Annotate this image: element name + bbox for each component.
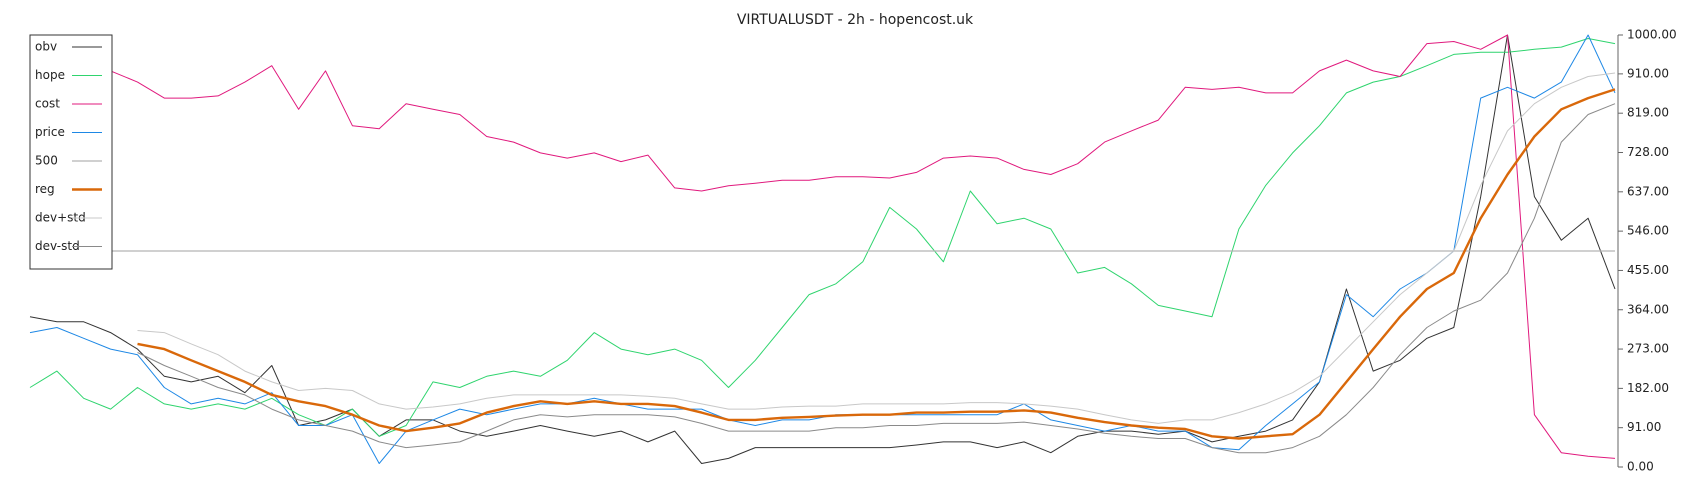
plot: [29, 34, 1616, 464]
y-tick-label: 910.00: [1627, 66, 1669, 80]
y-tick-label: 182.00: [1627, 381, 1669, 395]
series-line: [29, 34, 1616, 464]
legend-label: cost: [35, 97, 60, 111]
legend-box: [29, 34, 113, 270]
y-axis: 0.00 91.00 182.00 273.00 364.00 455.00 546.00 6…: [1617, 28, 1677, 474]
series-line: [137, 72, 1616, 424]
legend-label: 500: [35, 154, 58, 168]
y-tick-label: 364.00: [1627, 302, 1669, 316]
series-line: [29, 38, 1616, 437]
chart-title: VIRTUALUSDT - 2h - hopencost.uk: [737, 12, 974, 28]
y-tick-label: 637.00: [1627, 184, 1669, 198]
y-tick-label: 91.00: [1627, 420, 1661, 434]
y-tick-label: 546.00: [1627, 224, 1669, 238]
legend: obv hope cost price 500 reg dev+std dev-std: [29, 34, 113, 270]
y-tick-label: 273.00: [1627, 342, 1669, 356]
y-tick-label: 1000.00: [1627, 28, 1677, 42]
legend-label: reg: [35, 182, 55, 196]
series-line: [29, 34, 1616, 464]
legend-label: price: [35, 125, 65, 139]
legend-label: obv: [35, 40, 57, 54]
legend-label: dev+std: [35, 211, 86, 225]
legend-label: dev-std: [35, 239, 80, 253]
series-line: [110, 34, 1616, 459]
y-tick-label: 728.00: [1627, 145, 1669, 159]
series-line: [137, 88, 1616, 440]
legend-label: hope: [35, 68, 65, 82]
y-tick-label: 819.00: [1627, 106, 1669, 120]
y-tick-label: 455.00: [1627, 263, 1669, 277]
y-tick-label: 0.00: [1627, 460, 1654, 474]
series-line: [137, 103, 1616, 454]
